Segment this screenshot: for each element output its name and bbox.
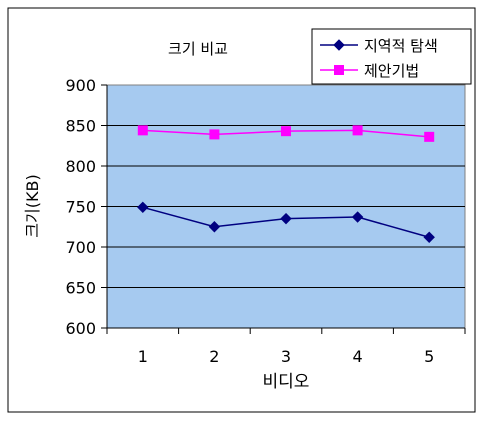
legend-marker	[335, 66, 344, 75]
x-tick-label: 3	[281, 347, 291, 366]
y-tick-label: 750	[65, 198, 96, 217]
data-point	[282, 127, 291, 136]
chart-title: 크기 비교	[168, 40, 228, 58]
y-tick-label: 900	[65, 76, 96, 95]
data-point	[138, 126, 147, 135]
x-tick-label: 1	[138, 347, 148, 366]
data-point	[210, 130, 219, 139]
y-axis-title: 크기(KB)	[23, 174, 42, 237]
data-point	[425, 132, 434, 141]
legend-label: 지역적 탐색	[364, 37, 438, 55]
legend-label: 제안기법	[364, 62, 419, 80]
y-tick-label: 850	[65, 117, 96, 136]
x-tick-label: 5	[424, 347, 434, 366]
y-tick-label: 650	[65, 279, 96, 298]
y-tick-label: 800	[65, 157, 96, 176]
data-point	[353, 126, 362, 135]
y-tick-label: 700	[65, 238, 96, 257]
x-tick-label: 4	[353, 347, 363, 366]
x-axis-title: 비디오	[263, 372, 310, 392]
x-tick-label: 2	[209, 347, 219, 366]
y-tick-label: 600	[65, 319, 96, 338]
